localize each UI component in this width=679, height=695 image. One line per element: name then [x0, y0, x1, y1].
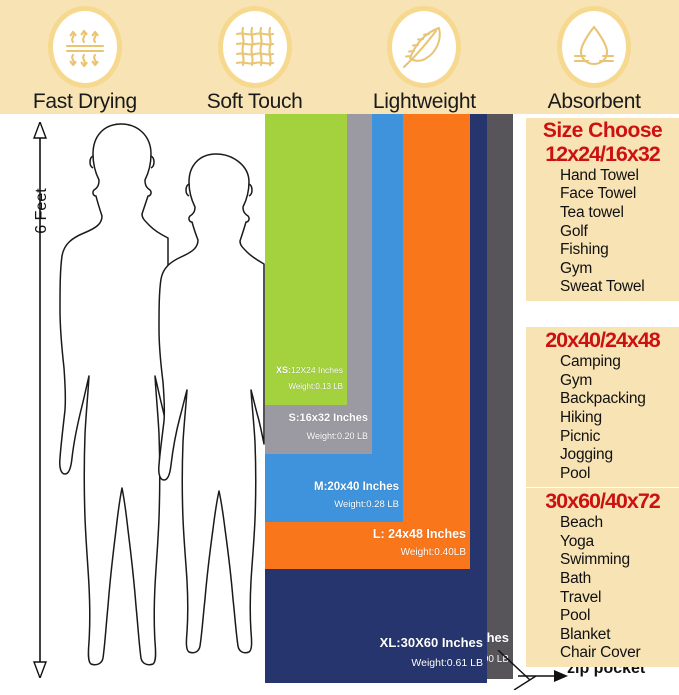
list-item: Golf [560, 222, 588, 240]
water-droplet-icon [574, 25, 615, 66]
info-panel-medium-sizes: 20x40/24x48 Camping Gym Backpacking Hiki… [526, 327, 679, 488]
feature-item-lightweight: Lightweight [340, 0, 510, 114]
feature-item-soft-touch: Soft Touch [170, 0, 340, 114]
feature-label: Lightweight [372, 90, 476, 113]
list-item: Bath [560, 570, 592, 587]
list-item: Blanket [560, 625, 611, 643]
feature-disc [47, 6, 122, 88]
info-panel-small-sizes: Size Choose 12x24/16x32 Hand Towel Face … [526, 118, 679, 302]
size-weight-s: Weight:0.20 LB [306, 431, 368, 441]
size-label-s: S:16x32 Inches [288, 412, 369, 424]
height-arrow-icon [32, 120, 48, 680]
list-item: Jogging [560, 446, 613, 464]
size-label-m: M:20x40 Inches [313, 481, 399, 493]
list-item: Sweat Towel [560, 278, 645, 296]
human-silhouettes [58, 114, 268, 680]
size-label-xs: XS:12X24 Inches [276, 365, 343, 375]
list-item: Gym [560, 371, 593, 389]
size-prefix-xs: XS: [276, 365, 292, 375]
height-scale: 6 Feet [22, 120, 68, 680]
list-item: Face Towel [560, 185, 637, 203]
size-blocks-chart: XXL: 40X72 Inches Weight:0.90 LB XL:30X6… [265, 114, 513, 683]
feather-icon [403, 27, 442, 68]
size-block-xs[interactable]: XS:12X24 Inches Weight:0.13 LB [265, 114, 347, 405]
feature-label: Soft Touch [206, 90, 303, 113]
size-label-l: L: 24x48 Inches [372, 527, 466, 541]
feature-label: Absorbent [547, 90, 641, 113]
panel-size-range: 12x24/16x32 [545, 141, 661, 166]
list-item: Beach [560, 514, 603, 532]
panel-use-list: Hand Towel Face Towel Tea towel Golf Fis… [560, 167, 679, 297]
panel-title: Size Choose [542, 119, 663, 142]
list-item: Travel [560, 588, 602, 606]
feature-band: Fast Drying Soft Touch [0, 0, 679, 114]
info-panel-large-sizes: 30x60/40x72 Beach Yoga Swimming Bath Tra… [526, 488, 679, 667]
size-weight-l: Weight:0.40LB [400, 547, 466, 558]
list-item: Gym [560, 259, 593, 277]
list-item: Yoga [560, 532, 594, 550]
list-item: Fishing [560, 241, 609, 259]
feature-disc [557, 6, 632, 88]
feature-disc [387, 6, 462, 88]
size-weight-xs: Weight:0.13 LB [288, 382, 343, 391]
body-outline-icon [59, 123, 265, 666]
panel-size-range: 30x60/40x72 [545, 489, 661, 513]
feature-label: Fast Drying [32, 90, 137, 113]
main-illustration-area: 6 Feet XXL: 40X72 Inches Weight:0.90 LB [0, 114, 679, 691]
list-item: Camping [560, 353, 621, 371]
soft-touch-weave-icon [235, 26, 274, 67]
list-item: Swimming [560, 551, 630, 569]
list-item: Chair Cover [560, 644, 641, 662]
height-scale-label: 6 Feet [33, 188, 50, 234]
list-item: Hiking [560, 409, 602, 426]
list-item: Picnic [560, 427, 601, 445]
feature-disc [217, 6, 292, 88]
panel-use-list: Camping Gym Backpacking Hiking Picnic Jo… [560, 353, 679, 483]
list-item: Tea towel [560, 204, 624, 222]
size-dims-xs: 12X24 Inches [291, 365, 343, 375]
list-item: Pool [560, 607, 591, 625]
feature-item-absorbent: Absorbent [509, 0, 679, 114]
size-label-xl: XL:30X60 Inches [379, 635, 483, 650]
panel-size-range: 20x40/24x48 [545, 328, 661, 352]
fast-drying-icon [65, 29, 104, 68]
panel-use-list: Beach Yoga Swimming Bath Travel Pool Bla… [560, 514, 679, 663]
list-item: Pool [560, 464, 591, 482]
feature-item-fast-drying: Fast Drying [0, 0, 170, 114]
size-weight-xl: Weight:0.61 LB [411, 657, 483, 669]
size-weight-m: Weight:0.28 LB [334, 499, 399, 510]
list-item: Backpacking [560, 390, 646, 408]
list-item: Hand Towel [560, 166, 639, 184]
